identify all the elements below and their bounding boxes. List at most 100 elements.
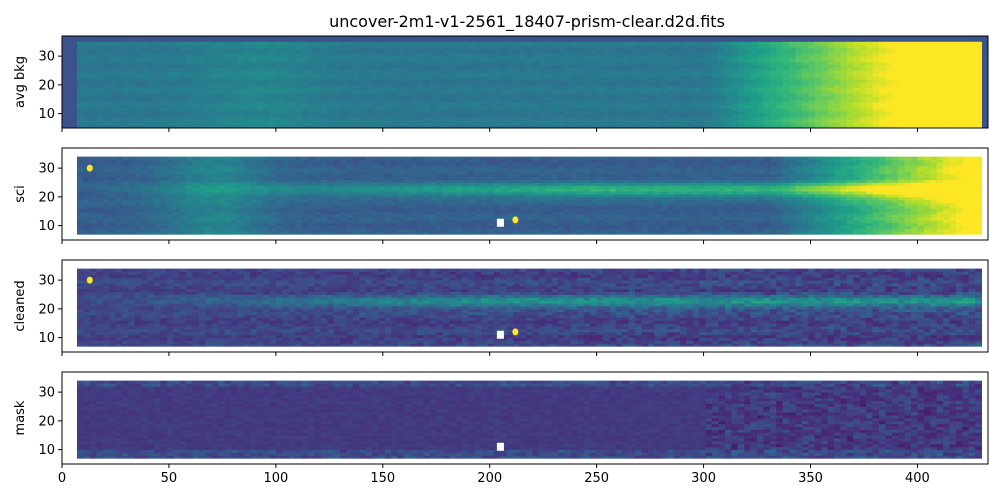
heatmap-cell (635, 64, 642, 69)
heatmap-cell (660, 116, 668, 120)
heatmap-cell (808, 56, 816, 60)
heatmap-cell (256, 84, 264, 89)
heatmap-cell (481, 116, 488, 120)
heatmap-cell (949, 50, 957, 54)
heatmap-cell (211, 168, 219, 172)
heatmap-cell (712, 50, 719, 54)
heatmap-cell (173, 99, 181, 103)
heatmap-cell (160, 194, 168, 198)
heatmap-cell (173, 165, 181, 169)
heatmap-cell (372, 79, 379, 83)
heatmap-cell (622, 76, 630, 80)
heatmap-cell (911, 47, 918, 51)
heatmap-cell (911, 110, 918, 115)
heatmap-cell (263, 47, 270, 51)
heatmap-cell (243, 222, 251, 227)
heatmap-cell (340, 64, 347, 69)
heatmap-cell (455, 107, 463, 112)
heatmap-cell (955, 59, 963, 63)
heatmap-cell (96, 59, 104, 63)
heatmap-cell (654, 79, 662, 83)
heatmap-cell (866, 61, 873, 66)
heatmap-cell (230, 119, 238, 123)
heatmap-cell (173, 105, 181, 109)
heatmap-cell (256, 59, 264, 63)
heatmap-cell (173, 44, 181, 48)
heatmap-cell (859, 47, 867, 51)
heatmap-cell (256, 102, 264, 106)
heatmap-cell (506, 107, 514, 112)
heatmap-cell (455, 110, 463, 115)
heatmap-cell (808, 119, 816, 123)
heatmap-cell (397, 44, 405, 48)
heatmap-cell (917, 41, 925, 46)
heatmap-cell (814, 41, 822, 46)
heatmap-cell (378, 122, 386, 126)
heatmap-cell (577, 93, 585, 97)
heatmap-cell (269, 93, 277, 97)
heatmap-cell (429, 113, 437, 117)
heatmap-cell (153, 194, 161, 198)
heatmap-cell (577, 64, 585, 69)
heatmap-cell (821, 67, 829, 71)
heatmap-cell (442, 70, 450, 74)
heatmap-cell (853, 110, 861, 115)
heatmap-cell (821, 50, 829, 54)
heatmap-cell (872, 82, 880, 86)
heatmap-cell (583, 119, 591, 123)
heatmap-cell (834, 61, 841, 66)
heatmap-cell (243, 211, 251, 215)
heatmap-cell (731, 87, 739, 92)
heatmap-cell (776, 56, 784, 60)
heatmap-cell (160, 93, 168, 97)
heatmap-cell (878, 105, 886, 109)
heatmap-cell (410, 93, 418, 97)
heatmap-cell (968, 105, 976, 109)
heatmap-cell (102, 228, 110, 232)
heatmap-cell (96, 61, 104, 66)
heatmap-cell (295, 67, 302, 71)
heatmap-cell (128, 47, 136, 51)
heatmap-cell (102, 125, 110, 129)
heatmap-cell (76, 61, 84, 66)
heatmap-cell (397, 87, 405, 92)
heatmap-cell (263, 87, 270, 92)
heatmap-cell (327, 87, 334, 92)
heatmap-cell (834, 59, 841, 63)
heatmap-cell (808, 79, 816, 83)
heatmap-cell (404, 122, 411, 126)
heatmap-cell (397, 41, 405, 46)
heatmap-cell (141, 61, 148, 66)
heatmap-cell (891, 64, 899, 69)
heatmap-cell (147, 211, 155, 215)
heatmap-cell (590, 116, 598, 120)
heatmap-cell (936, 84, 944, 89)
heatmap-cell (365, 113, 373, 117)
heatmap-cell (898, 56, 905, 60)
heatmap-cell (461, 53, 469, 57)
heatmap-cell (211, 99, 219, 103)
heatmap-cell (378, 41, 386, 46)
heatmap-cell (83, 96, 91, 100)
heatmap-cell (538, 87, 546, 92)
heatmap-cell (968, 61, 976, 66)
heatmap-cell (166, 217, 174, 221)
heatmap-cell (757, 102, 764, 106)
heatmap-cell (615, 93, 623, 97)
heatmap-cell (692, 64, 700, 69)
heatmap-cell (128, 56, 136, 60)
heatmap-cell (898, 59, 905, 63)
heatmap-cell (449, 47, 456, 51)
heatmap-cell (76, 70, 84, 74)
heatmap-cell (801, 82, 809, 86)
heatmap-cell (461, 76, 469, 80)
heatmap-cell (769, 56, 777, 60)
heatmap-cell (237, 176, 245, 181)
heatmap-cell (737, 64, 745, 69)
heatmap-cell (821, 125, 829, 129)
heatmap-cell (282, 70, 290, 74)
heatmap-cell (391, 119, 399, 123)
chart-title: uncover-2m1-v1-2561_18407-prism-clear.d2… (329, 12, 725, 32)
heatmap-cell (134, 93, 142, 97)
heatmap-cell (744, 76, 752, 80)
